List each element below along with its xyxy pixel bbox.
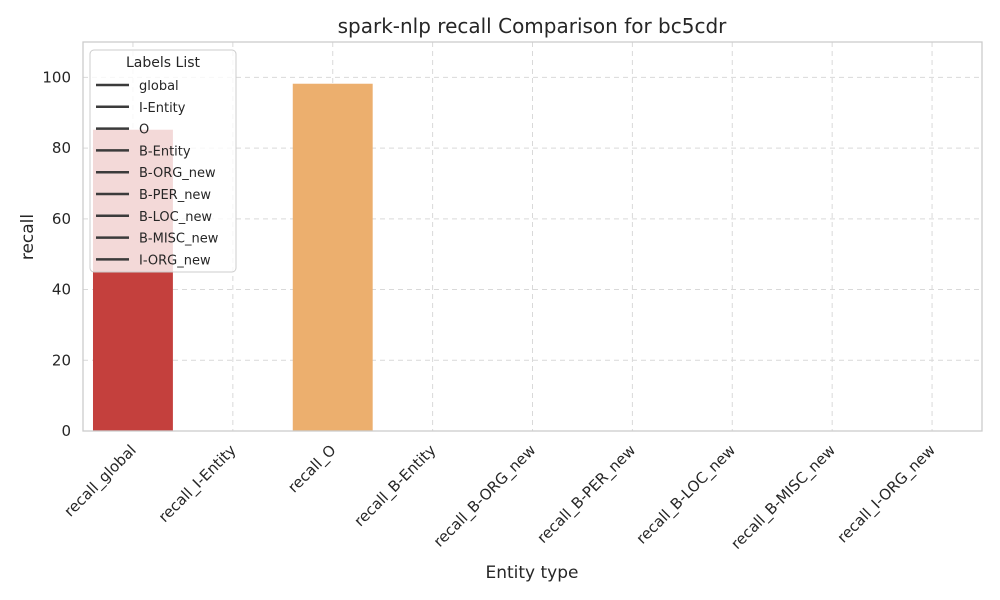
plot-frame <box>82 41 983 432</box>
legend-entry: B-LOC_new <box>96 210 212 225</box>
legend-entry: B-ORG_new <box>96 166 216 181</box>
y-tick-label: 100 <box>42 68 71 86</box>
y-tick-label: 60 <box>52 210 71 228</box>
legend-entry: B-MISC_new <box>96 232 219 247</box>
legend-entry: I-ORG_new <box>96 253 211 268</box>
legend-entries: global I-Entity O B-Entity B-ORG_new B-PER_ne… <box>96 79 219 268</box>
legend-label: O <box>139 123 149 138</box>
legend-entry: B-Entity <box>96 144 191 159</box>
x-tick-label: recall_B-Entity <box>350 441 440 531</box>
x-tick-label: recall_B-ORG_new <box>430 441 540 551</box>
chart-title: spark-nlp recall Comparison for bc5cdr <box>338 14 728 38</box>
x-tick-label: recall_I-ORG_new <box>834 441 940 547</box>
x-tick-label: recall_global <box>61 441 141 521</box>
legend-entry: B-PER_new <box>96 188 211 203</box>
legend-label: B-LOC_new <box>139 210 212 225</box>
x-tick-label: recall_O <box>284 441 340 497</box>
legend-label: global <box>139 79 179 94</box>
y-axis-label: recall <box>18 214 38 260</box>
legend-label: B-ORG_new <box>139 166 216 181</box>
y-tick-label: 80 <box>52 139 71 157</box>
legend-label: B-PER_new <box>139 188 211 203</box>
y-tick-label: 0 <box>61 422 71 440</box>
y-tick-label: 20 <box>52 351 71 369</box>
legend-entry: I-Entity <box>96 101 186 116</box>
x-tick-labels: recall_global recall_I-Entity recall_O reca… <box>61 441 940 553</box>
x-tick-label: recall_I-Entity <box>155 441 241 527</box>
x-tick-label: recall_B-PER_new <box>534 441 640 547</box>
x-tick-label: recall_B-MISC_new <box>727 441 839 553</box>
legend-label: I-Entity <box>139 101 186 116</box>
y-tick-labels: 0 20 40 60 80 100 <box>42 68 71 440</box>
y-tick-label: 40 <box>52 281 71 299</box>
legend-entry: global <box>96 79 179 94</box>
x-tick-label: recall_B-LOC_new <box>633 441 740 548</box>
legend-title: Labels List <box>126 55 200 71</box>
legend-label: B-Entity <box>139 144 191 159</box>
bar-recall_O <box>292 83 373 431</box>
legend-label: I-ORG_new <box>139 253 211 268</box>
legend-label: B-MISC_new <box>139 232 219 247</box>
legend: Labels List global I-Entity O B-Entity B-ORG… <box>89 49 237 273</box>
x-axis-label: Entity type <box>485 563 578 583</box>
legend-entry: O <box>96 123 149 138</box>
